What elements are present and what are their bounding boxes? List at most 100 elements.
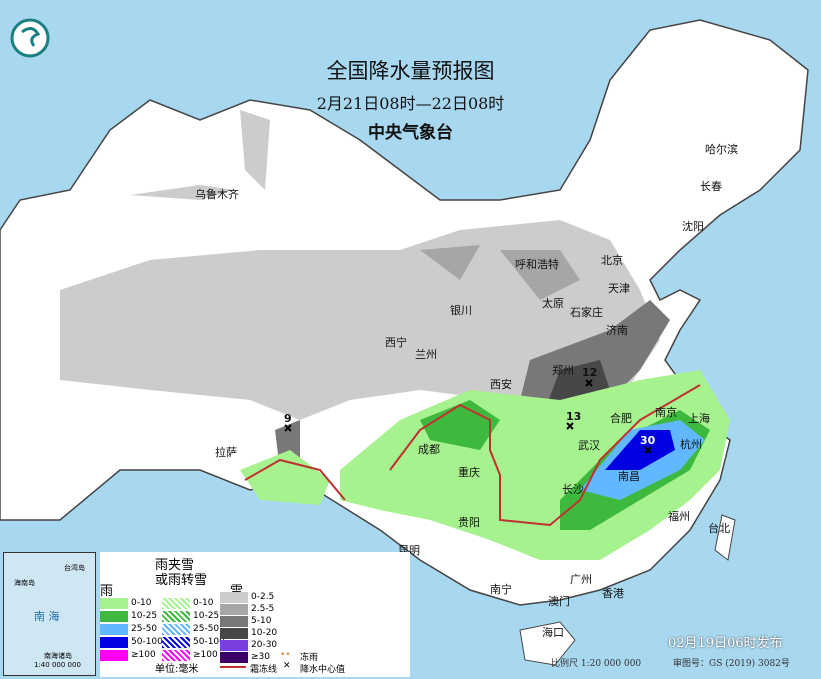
city-label: 太原 <box>542 297 564 310</box>
legend-rain-label: 0-10 <box>131 598 152 608</box>
city-label: 西安 <box>490 378 512 391</box>
legend-snow-label: 2.5-5 <box>251 604 275 614</box>
legend-rain-label: 10-25 <box>131 611 158 621</box>
map-scale: 比例尺 1:20 000 000 <box>551 659 642 669</box>
legend-snow-label: 5-10 <box>251 616 272 626</box>
city-label: 海口 <box>542 626 564 639</box>
city-label: 成都 <box>418 443 440 456</box>
legend-snow-swatch <box>220 652 248 663</box>
city-label: 济南 <box>606 324 628 337</box>
city-label: 西宁 <box>385 336 407 349</box>
freeze-line <box>389 384 701 527</box>
legend-snow-swatch <box>220 592 248 603</box>
legend-snow-swatch <box>220 640 248 651</box>
city-label: 贵阳 <box>458 516 480 529</box>
legend-rain-label: 25-50 <box>131 624 158 634</box>
legend-rain-swatch <box>100 637 128 648</box>
legend-mixed-title-1: 雨夹雪 <box>155 558 195 573</box>
freeze-line-icon <box>220 666 246 668</box>
legend-mixed-swatch <box>162 611 190 622</box>
legend-mixed-swatch <box>162 650 190 661</box>
legend-snow-label: 0-2.5 <box>251 592 275 602</box>
city-label: 拉萨 <box>215 446 237 459</box>
map-subtitle: 2月21日08时—22日08时 <box>316 94 505 113</box>
city-label: 天津 <box>608 282 630 295</box>
issue-time: 02月19日06时发布 <box>668 636 783 651</box>
city-label: 上海 <box>688 412 710 425</box>
city-label: 澳门 <box>548 595 570 608</box>
legend-mixed-label: ≥100 <box>193 650 218 660</box>
legend-mixed-swatch <box>162 624 190 635</box>
city-label: 合肥 <box>610 412 632 425</box>
freezing-rain-icon: •• <box>280 650 291 660</box>
city-label: 北京 <box>601 254 623 267</box>
city-label: 呼和浩特 <box>515 258 559 271</box>
legend-mixed-label: 0-10 <box>193 598 214 608</box>
city-label: 武汉 <box>578 439 600 452</box>
legend-snow-label: ≥30 <box>251 652 270 662</box>
legend: 雨 雨夹雪 或雨转雪 雪 0-1010-2525-5050-100≥1000-1… <box>100 552 410 677</box>
map-number: 审图号：GS (2019) 3082号 <box>673 659 790 669</box>
center-marker-icon: ✕ <box>283 661 291 671</box>
city-label: 广州 <box>570 573 592 586</box>
city-label: 长春 <box>700 180 722 193</box>
legend-freeze-line: 霜冻线 <box>250 665 278 675</box>
inset-taiwan: 台湾岛 <box>64 564 85 572</box>
city-label: 福州 <box>668 510 690 523</box>
city-label: 银川 <box>450 304 472 317</box>
legend-rain-label: 50-100 <box>131 637 163 647</box>
inset-sea-label: 南 海 <box>34 610 60 623</box>
legend-mixed-label: 25-50 <box>193 624 220 634</box>
inset-islands: 南海诸岛 <box>44 652 72 660</box>
legend-mixed-label: 50-100 <box>193 637 225 647</box>
hainan-island <box>519 621 576 666</box>
legend-rain-title: 雨 <box>100 584 114 599</box>
city-label: 长沙 <box>562 483 584 496</box>
city-label: 沈阳 <box>682 220 704 233</box>
legend-rain-swatch <box>100 650 128 661</box>
rain-areas <box>240 370 730 560</box>
legend-snow-label: 10-20 <box>251 628 278 638</box>
city-label: 台北 <box>708 522 730 535</box>
legend-mixed-title-2: 或雨转雪 <box>155 573 208 588</box>
map-title: 全国降水量预报图 <box>326 59 495 83</box>
legend-center-value: 降水中心值 <box>300 665 346 675</box>
city-label: 香港 <box>602 587 624 600</box>
city-label: 南京 <box>655 406 677 419</box>
city-label: 杭州 <box>680 438 702 451</box>
legend-rain-swatch <box>100 624 128 635</box>
issuer: 中央气象台 <box>368 123 453 143</box>
legend-snow-swatch <box>220 604 248 615</box>
legend-snow-label: 20-30 <box>251 640 278 650</box>
legend-mixed-swatch <box>162 598 190 609</box>
center-value: 12 <box>582 366 598 379</box>
freeze-line-west <box>244 458 346 501</box>
legend-freezing-rain: 冻雨 <box>300 653 319 663</box>
legend-mixed-swatch <box>162 637 190 648</box>
taiwan-island <box>714 514 736 561</box>
city-label: 南昌 <box>618 470 640 483</box>
legend-snow-swatch <box>220 628 248 639</box>
center-value: 9 <box>284 412 292 425</box>
city-label: 哈尔滨 <box>705 143 738 156</box>
city-label: 南宁 <box>490 583 512 596</box>
city-label: 石家庄 <box>570 306 603 319</box>
city-label: 重庆 <box>458 466 480 479</box>
logo <box>10 18 50 58</box>
center-value: 13 <box>566 410 582 423</box>
city-label: 兰州 <box>415 348 437 361</box>
legend-unit: 单位:毫米 <box>155 664 199 675</box>
south-china-sea-inset: 南 海 海南岛 台湾岛 南海诸岛 1:40 000 000 <box>3 552 96 676</box>
inset-scale: 1:40 000 000 <box>34 661 81 669</box>
legend-rain-swatch <box>100 598 128 609</box>
inset-hainan: 海南岛 <box>14 579 35 587</box>
legend-rain-label: ≥100 <box>131 650 156 660</box>
city-label: 乌鲁木齐 <box>195 188 239 201</box>
legend-rain-swatch <box>100 611 128 622</box>
center-markers <box>284 379 652 454</box>
city-label: 郑州 <box>552 364 574 377</box>
legend-snow-swatch <box>220 616 248 627</box>
snow-areas <box>60 110 670 470</box>
